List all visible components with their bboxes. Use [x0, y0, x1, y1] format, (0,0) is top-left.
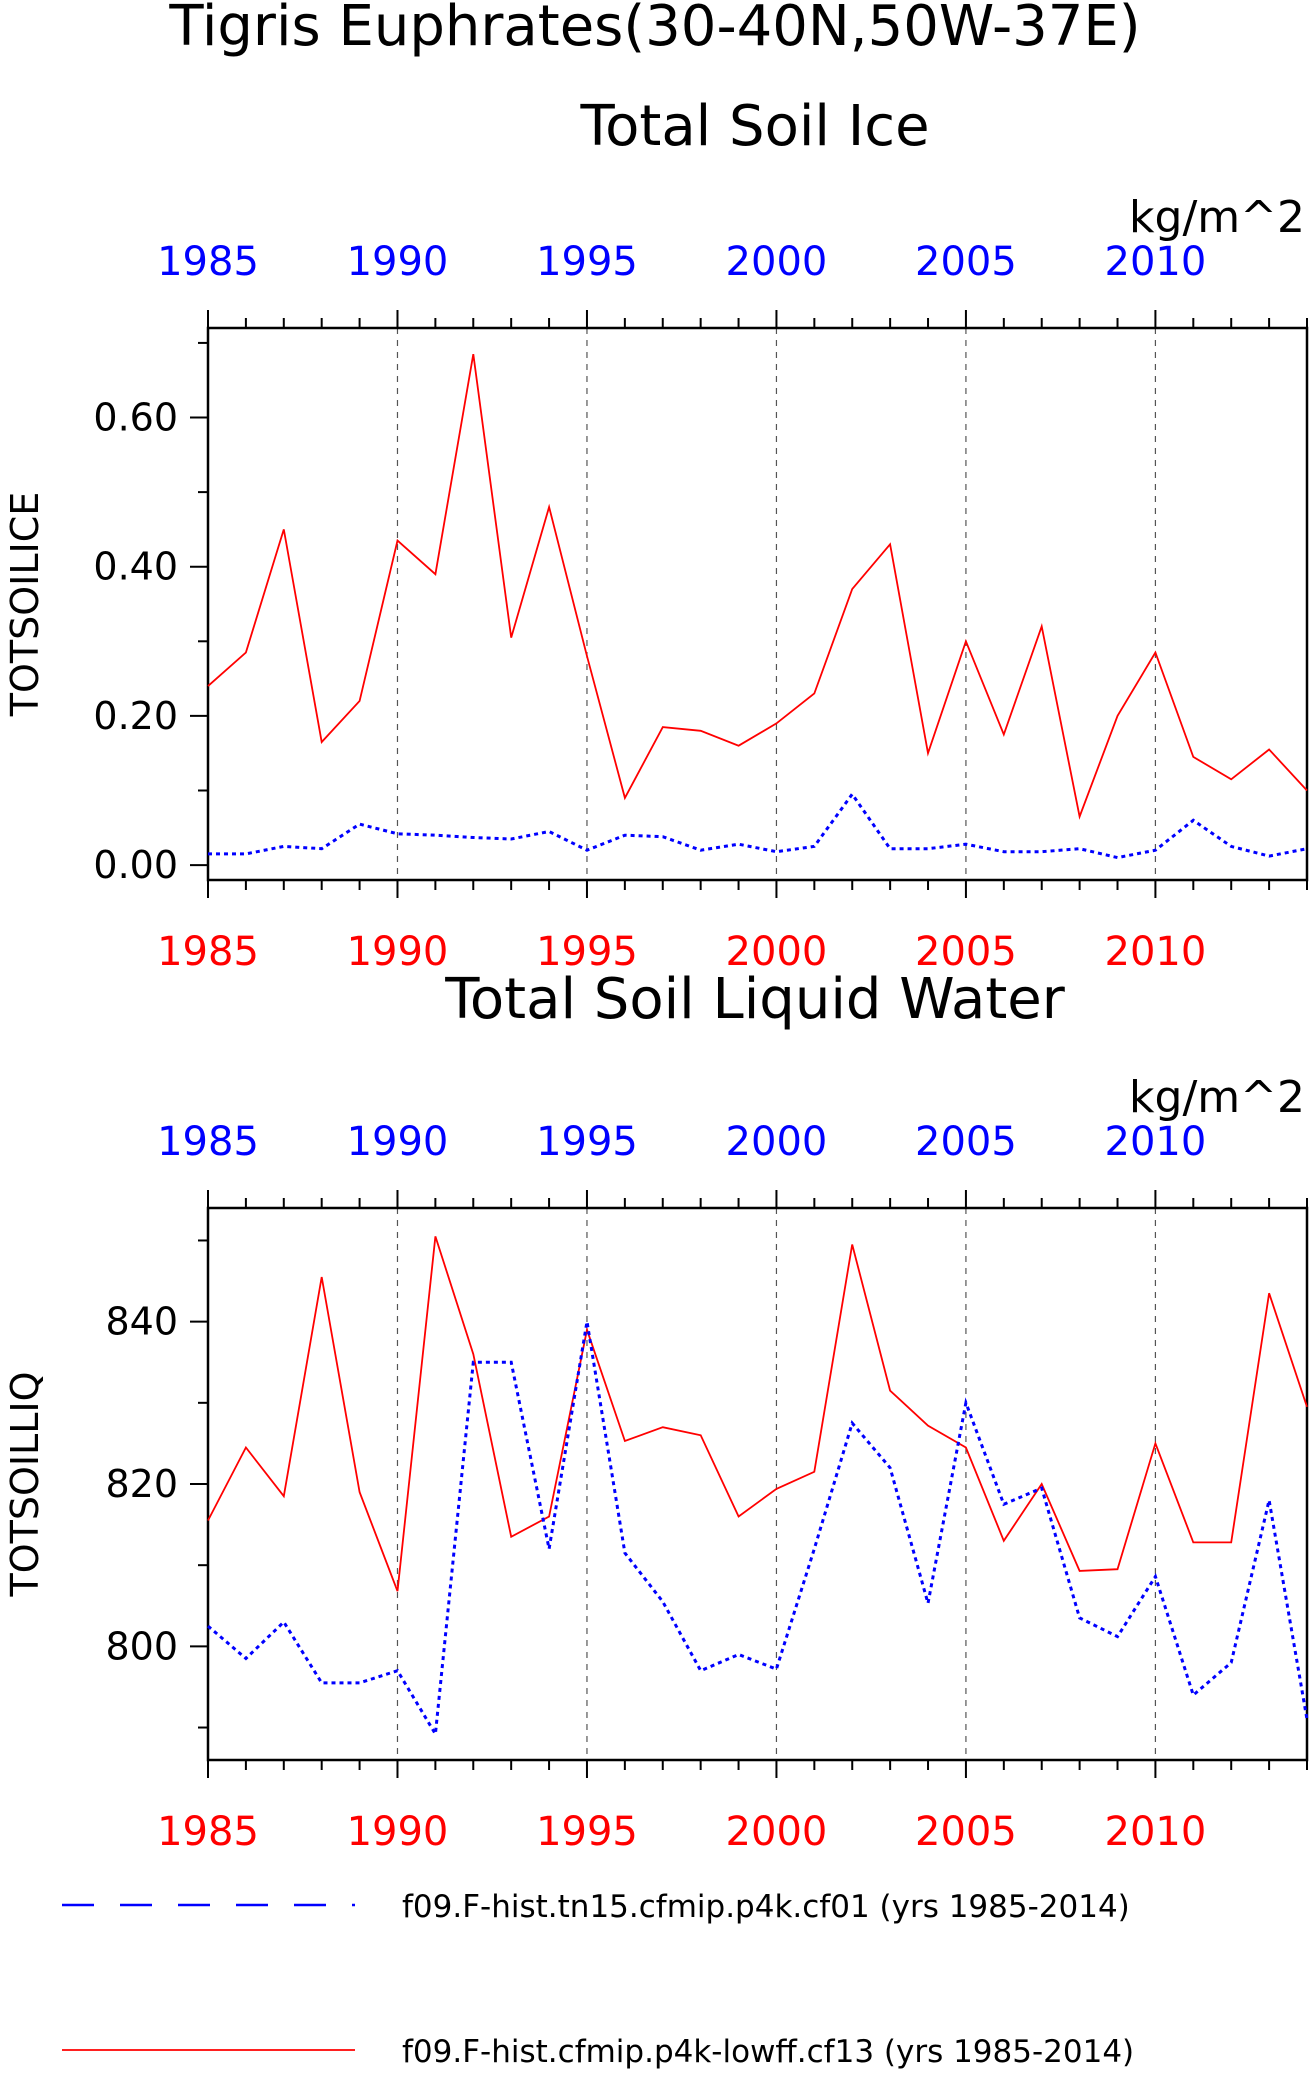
p0-plot-frame	[206, 326, 1309, 882]
p0-title: Total Soil Ice	[579, 94, 929, 159]
p0-y-tick-label: 0.60	[93, 396, 178, 440]
p1-title: Total Soil Liquid Water	[444, 967, 1066, 1032]
p1-x-tick-label-top: 2000	[726, 1119, 828, 1165]
p0-x-tick-label-bottom: 1990	[347, 929, 449, 975]
p0-x-tick-label-top: 1995	[536, 239, 638, 285]
legend-item-blue: f09.F-hist.tn15.cfmip.p4k.cf01 (yrs 1985…	[62, 1889, 1130, 1925]
p1-x-tick-label-top: 1990	[347, 1119, 449, 1165]
legend: f09.F-hist.tn15.cfmip.p4k.cf01 (yrs 1985…	[62, 1889, 1134, 2070]
p1-x-tick-label-bottom: 1990	[347, 1809, 449, 1855]
p0-x-tick-label-bottom: 2005	[915, 929, 1017, 975]
p0-x-tick-label-bottom: 2010	[1105, 929, 1207, 975]
p0-y-tick-label: 0.40	[93, 545, 178, 589]
legend-item-red: f09.F-hist.cfmip.p4k-lowff.cf13 (yrs 198…	[62, 2034, 1134, 2070]
p0-series-line-red	[207, 353, 1308, 820]
p0-x-tick-label-top: 1990	[347, 239, 449, 285]
p1-x-tick-label-top: 1985	[157, 1119, 259, 1165]
p0-units-label: kg/m^2	[1129, 192, 1305, 243]
p1-x-tick-label-top: 2010	[1105, 1119, 1207, 1165]
p0-y-tick-label: 0.20	[93, 694, 178, 738]
p1-x-tick-label-bottom: 1985	[157, 1809, 259, 1855]
p0-x-tick-label-bottom: 1995	[536, 929, 638, 975]
legend-label-blue: f09.F-hist.tn15.cfmip.p4k.cf01 (yrs 1985…	[402, 1889, 1130, 1925]
p0-series-line-blue	[208, 791, 1308, 860]
p0-x-tick-label-bottom: 1985	[157, 929, 259, 975]
p1-y-tick-label: 820	[105, 1462, 178, 1506]
p0-x-tick-label-top: 2000	[726, 239, 828, 285]
p0-y-tick-label: 0.00	[93, 843, 178, 887]
p1-series-line-red	[207, 1236, 1308, 1592]
p1-x-tick-label-bottom: 2000	[726, 1809, 828, 1855]
p1-units-label: kg/m^2	[1129, 1072, 1305, 1123]
p1-x-tick-label-bottom: 1995	[536, 1809, 638, 1855]
p1-series-line-blue	[207, 1321, 1309, 1739]
p0-y-axis-label: TOTSOILICE	[3, 492, 47, 718]
p1-x-tick-label-top: 1995	[536, 1119, 638, 1165]
p0-x-tick-label-bottom: 2000	[726, 929, 828, 975]
p1-x-tick-label-top: 2005	[915, 1119, 1017, 1165]
p1-x-tick-label-bottom: 2010	[1105, 1809, 1207, 1855]
p0-x-tick-label-top: 2010	[1105, 239, 1207, 285]
p0-x-tick-label-top: 1985	[157, 239, 259, 285]
legend-label-red: f09.F-hist.cfmip.p4k-lowff.cf13 (yrs 198…	[402, 2034, 1134, 2070]
page-title: Tigris Euphrates(30-40N,50W-37E)	[168, 0, 1140, 59]
panel-soil-ice: Total Soil Ice kg/m^2 TOTSOILICE 1985 1985 19…	[3, 94, 1309, 975]
p1-y-tick-label: 800	[105, 1624, 178, 1668]
p0-x-tick-label-top: 2005	[915, 239, 1017, 285]
p1-y-axis-label: TOTSOILLIQ	[3, 1371, 47, 1597]
p1-y-tick-label: 840	[105, 1300, 178, 1344]
panel-soil-liquid: Total Soil Liquid Water kg/m^2 TOTSOILLIQ 1…	[3, 967, 1309, 1855]
p1-x-tick-label-bottom: 2005	[915, 1809, 1017, 1855]
